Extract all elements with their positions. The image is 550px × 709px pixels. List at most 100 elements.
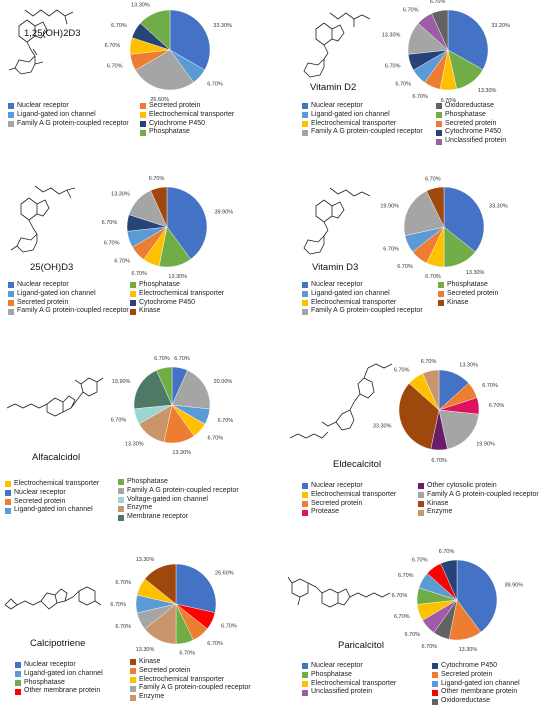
slice-label: 6.70% [482,383,498,389]
legend-item: Secreted protein [140,102,234,111]
slice-label: 13.30% [382,33,401,39]
legend-label: Enzyme [427,508,453,516]
legend-item: Ligand-gated ion channel [8,290,129,299]
legend-item: Secreted protein [436,120,506,129]
pie-slice [398,383,440,450]
legend-swatch [302,483,308,490]
legend-item: Secreted protein [302,500,396,509]
legend-label: Nuclear receptor [24,661,76,668]
pie-slice [426,186,445,228]
legend-swatch [118,488,124,495]
legend-label: Family A G protein-coupled receptor [127,486,239,494]
slice-label: 13.30% [459,362,478,368]
slice-label: 26.60% [215,571,234,577]
slice-label: 20.00% [214,379,233,385]
slice-label: 6.70% [430,0,446,5]
pie-slice [456,559,498,633]
slice-label: 13.30% [111,192,130,198]
slice-label: 6.70% [439,549,455,555]
legend-item: Family A G protein-coupled receptor [118,487,239,496]
legend-item: Family A G protein-coupled receptor [418,491,539,500]
slice-label: 13.30% [172,450,191,456]
legend-swatch [8,291,14,298]
legend-swatch [302,672,308,679]
legend-item: Electrochemical transporter [302,680,396,689]
legend-label: Unclassified protein [445,137,507,145]
legend-item: Family A G protein-coupled receptor [130,684,251,693]
slice-label: 6.70% [208,435,224,441]
pie-slice [133,370,173,410]
slice-label: 6.70% [107,64,123,70]
legend-item: Cytochrome P450 [130,299,224,308]
legend-col2: Secreted protein Electrochemical transpor… [140,102,234,137]
legend-item: Phosphatase [438,281,498,290]
legend-swatch [302,663,308,670]
legend-item: Phosphatase [302,671,396,680]
slice-label: 6.70% [149,176,165,182]
legend-swatch [5,490,11,497]
legend-swatch [5,507,11,514]
legend-swatch [8,299,14,306]
pie-slice [431,9,449,51]
legend-item: Other membrane protein [15,687,103,696]
legend-col2: Phosphatase Electrochemical transporter Cy… [130,281,224,316]
slice-label: 6.70% [218,418,234,424]
legend-item: Secreted protein [432,671,520,680]
legend-item: Ligand-gated ion channel [5,506,99,515]
legend-col1: Nuclear receptor Ligand-gated ion channel… [15,661,103,696]
legend-swatch [438,282,444,289]
slice-label: 13.30% [136,647,155,653]
legend-item: Membrane receptor [118,513,239,522]
compound-name: Vitamin D2 [310,82,357,93]
legend-label: Family A G protein-coupled receptor [311,307,423,315]
legend-swatch [130,299,136,306]
slice-label: 6.70% [102,220,118,226]
legend-label: Ligand-gated ion channel [14,506,93,514]
legend-label: Cytochrome P450 [445,128,502,136]
slice-label: 6.70% [489,403,505,409]
slice-label: 13.30% [168,274,187,280]
legend-item: Ligand-gated ion channel [8,111,129,120]
legend-label: Secreted protein [311,499,363,507]
legend-label: Nuclear receptor [17,102,69,109]
legend-item: Electrochemical transporter [302,299,423,308]
legend-swatch [130,668,136,675]
legend-swatch [8,282,14,289]
legend-swatch [302,103,308,110]
legend-swatch [130,659,136,666]
legend-swatch [118,479,124,486]
legend-swatch [130,291,136,298]
molecule-structure-eldecalcitol [289,363,393,439]
legend-label: Other membrane protein [441,688,518,696]
legend-item: Other membrane protein [432,688,520,697]
legend-swatch [438,299,444,306]
legend-swatch [130,308,136,315]
legend-item: Phosphatase [118,478,239,487]
legend-swatch [302,308,308,315]
legend-swatch [418,509,424,516]
slice-label: 6.70% [114,259,130,265]
legend-label: Electrochemical transporter [139,289,225,297]
legend-item: Electrochemical transporter [130,290,224,299]
legend-item: Secreted protein [8,299,129,308]
slice-label: 19.90% [476,441,495,447]
slice-label: 6.70% [394,368,410,374]
compound-name: Alfacalcidol [32,452,81,463]
slice-label: 6.70% [174,356,190,362]
legend-label: Family A G protein-coupled receptor [17,307,129,315]
legend-item: Family A G protein-coupled receptor [8,120,129,129]
legend-item: Kinase [130,658,251,667]
slice-label: 6.70% [207,641,223,647]
legend-item: Family A G protein-coupled receptor [302,128,423,137]
legend-label: Electrochemical transporter [311,679,397,687]
legend-label: Nuclear receptor [311,281,363,288]
pie-slice [150,186,168,228]
legend-swatch [432,689,438,696]
legend-swatch [130,282,136,289]
legend-label: Ligand-gated ion channel [311,289,390,297]
slice-label: 6.70% [398,573,414,579]
slice-label: 6.70% [179,651,195,657]
pie-slice [156,366,173,406]
